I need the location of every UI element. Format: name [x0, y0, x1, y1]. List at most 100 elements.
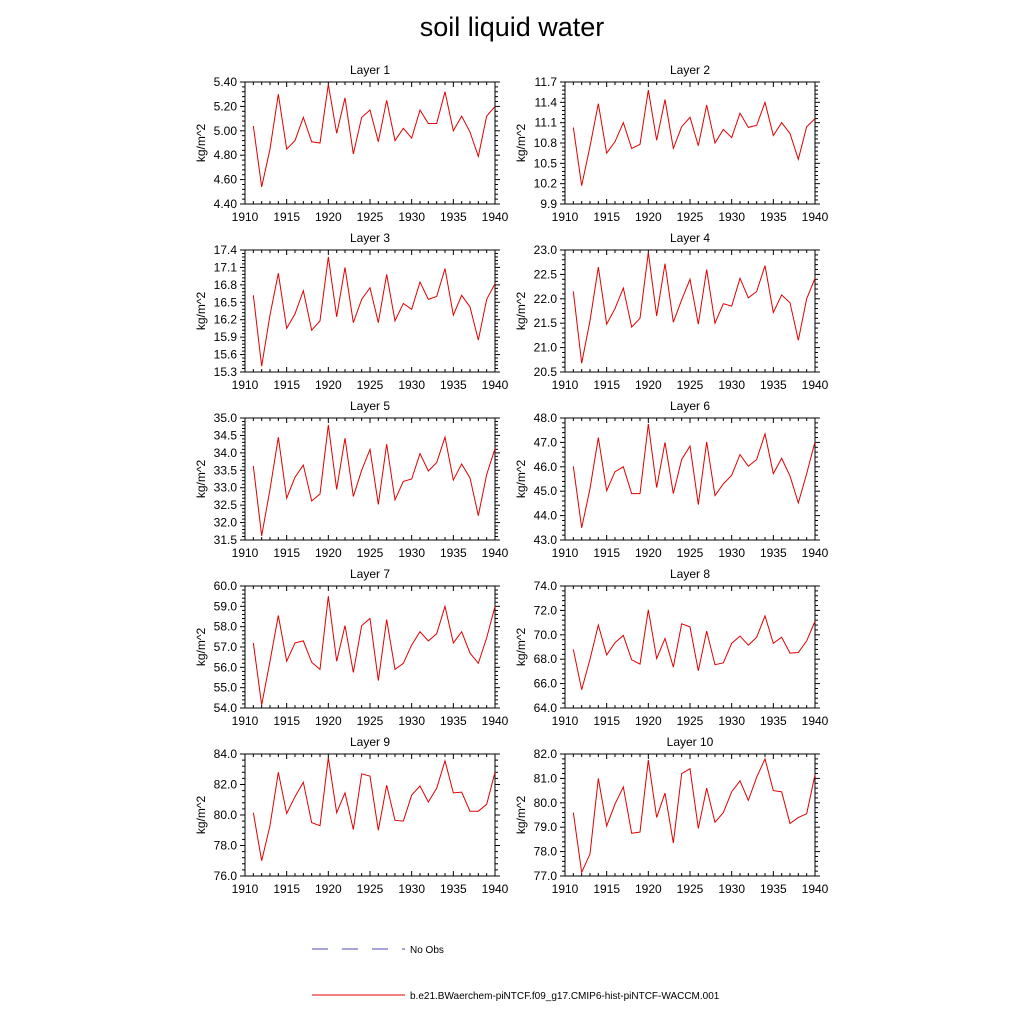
panel-7-frame [244, 585, 496, 709]
panel-1-ytick-label: 5.20 [214, 99, 238, 113]
panel-7-title: Layer 7 [350, 567, 390, 581]
panel-3-title: Layer 3 [350, 231, 390, 245]
panel-5-ytick-label: 32.5 [214, 498, 238, 512]
panel-5-xtick-label: 1935 [440, 546, 467, 560]
panel-3-ytick-label: 16.8 [214, 278, 238, 292]
panel-7-ytick-label: 56.0 [214, 660, 238, 674]
panel-2-ylabel: kg/m^2 [514, 124, 528, 163]
panel-9-ytick-label: 78.0 [214, 839, 238, 853]
panel-4-xtick-label: 1925 [677, 378, 704, 392]
panel-2-ytick-label: 11.7 [535, 75, 558, 89]
panel-9-title: Layer 9 [350, 735, 390, 749]
panel-6-ytick-label: 47.0 [534, 435, 558, 449]
panel-1-xtick-label: 1925 [357, 210, 384, 224]
panel-3-ytick-label: 16.5 [214, 295, 238, 309]
panel-10-ytick-label: 78.0 [534, 845, 558, 859]
panel-9-ytick-label: 76.0 [214, 869, 238, 883]
panel-4-xtick-label: 1910 [552, 378, 579, 392]
panel-8-ytick-label: 70.0 [534, 628, 558, 642]
panel-10-xtick-label: 1925 [677, 882, 704, 896]
panel-4-ytick-label: 21.5 [534, 316, 558, 330]
panel-3-ytick-label: 15.9 [214, 330, 238, 344]
panel-9-frame [244, 753, 496, 877]
panel-3-xtick-label: 1920 [315, 378, 342, 392]
panel-1-title: Layer 1 [350, 63, 390, 77]
panel-6-xtick-label: 1915 [593, 546, 620, 560]
panel-6-xtick-label: 1935 [760, 546, 787, 560]
panel-2-ytick-label: 9.9 [540, 197, 557, 211]
panel-5-ytick-label: 33.0 [214, 481, 238, 495]
panel-2-xtick-label: 1920 [635, 210, 662, 224]
panel-1-ytick-label: 4.40 [214, 197, 238, 211]
panel-10-title: Layer 10 [667, 735, 714, 749]
panel-4-series-line-1 [572, 252, 816, 364]
panel-1-xtick-label: 1920 [315, 210, 342, 224]
legend-no-obs-label: No Obs [410, 945, 444, 956]
panel-8-ylabel: kg/m^2 [514, 628, 528, 667]
panel-3-series-line-1 [252, 256, 496, 367]
panel-3-xtick-label: 1925 [357, 378, 384, 392]
panel-2-ytick-label: 10.8 [534, 136, 558, 150]
panel-6-ytick-label: 44.0 [534, 509, 558, 523]
panel-3-ytick-label: 15.6 [214, 348, 238, 362]
panel-5-title: Layer 5 [350, 399, 390, 413]
panel-3-xtick-label: 1940 [482, 378, 509, 392]
panel-6-xtick-label: 1910 [552, 546, 579, 560]
panel-9-xtick-label: 1930 [398, 882, 425, 896]
panel-10-xtick-label: 1915 [593, 882, 620, 896]
panel-2-xtick-label: 1915 [593, 210, 620, 224]
panel-8-xtick-label: 1940 [802, 714, 829, 728]
panel-10-xtick-label: 1940 [802, 882, 829, 896]
panel-2-ytick-label: 11.1 [535, 116, 558, 130]
panel-7-ytick-label: 57.0 [214, 640, 238, 654]
panel-2-frame [564, 81, 816, 205]
panel-10-ytick-label: 81.0 [534, 771, 558, 785]
panel-7-xtick-label: 1940 [482, 714, 509, 728]
panel-1-ytick-label: 4.80 [214, 148, 238, 162]
panel-6-title: Layer 6 [670, 399, 710, 413]
panel-5-xtick-label: 1920 [315, 546, 342, 560]
panel-1-ytick-label: 5.00 [214, 124, 238, 138]
panel-1-xtick-label: 1930 [398, 210, 425, 224]
panel-4-frame [564, 249, 816, 373]
panel-6-xtick-label: 1940 [802, 546, 829, 560]
panel-1-xtick-label: 1940 [482, 210, 509, 224]
panel-4-ylabel: kg/m^2 [514, 292, 528, 331]
panel-5-xtick-label: 1925 [357, 546, 384, 560]
panel-3-ytick-label: 15.3 [214, 365, 238, 379]
panel-8-xtick-label: 1935 [760, 714, 787, 728]
panel-8-ytick-label: 66.0 [534, 677, 558, 691]
panel-7-xtick-label: 1935 [440, 714, 467, 728]
panel-10-xtick-label: 1910 [552, 882, 579, 896]
main-title: soil liquid water [419, 12, 605, 42]
panel-10-ytick-label: 79.0 [534, 820, 558, 834]
panel-9-ytick-label: 84.0 [214, 747, 238, 761]
panel-3-xtick-label: 1910 [232, 378, 259, 392]
panel-9-series-line-1 [252, 757, 496, 861]
panel-10-xtick-label: 1920 [635, 882, 662, 896]
panel-2-xtick-label: 1925 [677, 210, 704, 224]
panel-7-ytick-label: 58.0 [214, 620, 238, 634]
panel-8-xtick-label: 1910 [552, 714, 579, 728]
panel-5-ylabel: kg/m^2 [194, 460, 208, 499]
panel-5-ytick-label: 34.0 [214, 446, 238, 460]
panel-10-frame [564, 753, 816, 877]
panel-5-ytick-label: 34.5 [214, 428, 238, 442]
panel-2-series-line-1 [572, 90, 816, 186]
legend-case-label: b.e21.BWaerchem-piNTCF.f09_g17.CMIP6-his… [410, 991, 720, 1002]
panel-4-title: Layer 4 [670, 231, 710, 245]
panel-3-xtick-label: 1935 [440, 378, 467, 392]
panel-9-xtick-label: 1910 [232, 882, 259, 896]
panel-9-xtick-label: 1915 [273, 882, 300, 896]
panel-4-xtick-label: 1935 [760, 378, 787, 392]
panel-4-xtick-label: 1930 [718, 378, 745, 392]
panel-8-xtick-label: 1925 [677, 714, 704, 728]
panel-8-series-line-1 [572, 609, 816, 690]
panel-8-ytick-label: 72.0 [534, 603, 558, 617]
panel-6-ytick-label: 48.0 [534, 411, 558, 425]
panel-9-ylabel: kg/m^2 [194, 796, 208, 835]
panel-9-xtick-label: 1935 [440, 882, 467, 896]
panel-2-ytick-label: 10.5 [534, 156, 558, 170]
